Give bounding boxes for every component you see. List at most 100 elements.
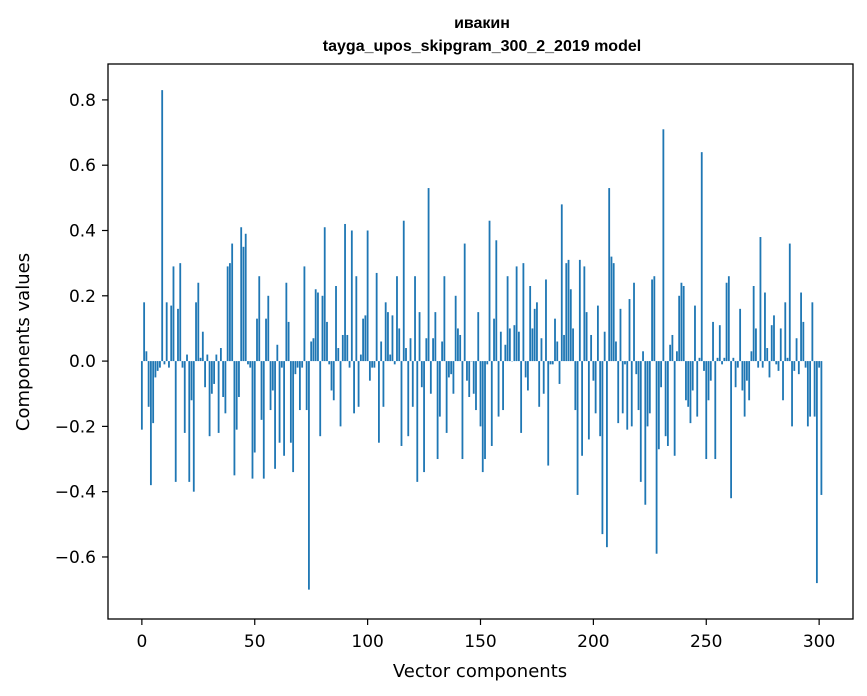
bar-271 — [752, 286, 755, 362]
bar-147 — [472, 361, 475, 394]
bar-197 — [585, 312, 588, 362]
bar-219 — [635, 361, 638, 375]
bar-185 — [558, 361, 561, 384]
bar-194 — [578, 259, 581, 362]
bar-191 — [572, 328, 574, 362]
bar-299 — [815, 361, 818, 584]
y-tick-label: 0.2 — [69, 287, 96, 307]
bar-244 — [691, 361, 694, 391]
bar-260 — [727, 276, 730, 362]
bar-267 — [743, 361, 746, 417]
y-tick-label: 0.8 — [69, 91, 96, 111]
bar-10 — [163, 361, 166, 365]
bar-22 — [190, 361, 193, 401]
bar-173 — [531, 328, 534, 362]
bar-65 — [287, 321, 290, 362]
bar-277 — [766, 348, 769, 362]
bar-60 — [276, 344, 279, 362]
bar-220 — [637, 361, 640, 411]
bar-300 — [818, 361, 821, 368]
bar-291 — [797, 361, 800, 375]
bar-223 — [644, 361, 647, 505]
bar-59 — [274, 361, 276, 469]
bar-282 — [777, 361, 780, 371]
bar-104 — [375, 272, 378, 362]
bar-243 — [689, 361, 692, 424]
bar-198 — [587, 361, 590, 440]
bar-124 — [420, 361, 423, 388]
bar-201 — [594, 361, 597, 414]
bar-274 — [759, 237, 762, 362]
bar-95 — [355, 276, 358, 362]
bar-165 — [513, 325, 516, 362]
y-tick-label: 0.0 — [69, 352, 96, 372]
bar-12 — [168, 361, 170, 368]
bar-50 — [253, 361, 256, 453]
bar-92 — [348, 361, 351, 368]
bar-242 — [687, 361, 690, 407]
bar-28 — [204, 361, 206, 388]
bar-63 — [283, 361, 285, 456]
bar-84 — [330, 361, 333, 391]
bar-178 — [542, 361, 545, 394]
bar-118 — [407, 361, 410, 437]
bar-134 — [443, 276, 446, 362]
bar-35 — [219, 348, 222, 362]
bar-20 — [186, 354, 188, 362]
bar-41 — [233, 361, 236, 476]
bar-71 — [301, 361, 304, 368]
bar-283 — [779, 328, 782, 362]
bar-85 — [332, 361, 335, 401]
bar-127 — [427, 188, 430, 362]
bar-268 — [745, 361, 748, 381]
bar-193 — [576, 361, 579, 495]
bar-228 — [655, 361, 658, 554]
bar-222 — [642, 351, 644, 362]
bar-269 — [748, 361, 751, 401]
bar-190 — [569, 289, 572, 362]
bar-298 — [813, 361, 816, 417]
bar-23 — [192, 361, 195, 492]
bar-19 — [183, 361, 186, 433]
bar-33 — [215, 354, 218, 362]
bar-257 — [721, 361, 723, 365]
bar-230 — [660, 361, 663, 388]
bar-81 — [323, 227, 326, 362]
bar-25 — [197, 282, 200, 362]
bar-103 — [373, 361, 376, 368]
bar-224 — [646, 361, 649, 427]
bar-136 — [447, 361, 450, 378]
bar-15 — [174, 361, 177, 482]
bar-180 — [547, 361, 550, 466]
bar-30 — [208, 361, 211, 437]
bar-265 — [739, 308, 742, 362]
bar-105 — [378, 361, 380, 443]
bar-236 — [673, 361, 676, 456]
bar-273 — [757, 361, 760, 368]
bar-93 — [350, 230, 353, 362]
x-tick-label: 0 — [136, 632, 147, 652]
bar-281 — [775, 361, 778, 365]
bar-142 — [461, 361, 464, 460]
bar-87 — [337, 348, 340, 362]
plot-frame — [107, 63, 854, 620]
bar-82 — [326, 321, 328, 362]
bar-250 — [705, 361, 708, 460]
bar-107 — [382, 361, 385, 407]
bar-221 — [639, 361, 642, 482]
chart-subtitle: tayga_upos_skipgram_300_2_2019 model — [323, 38, 641, 55]
chart-title: ивакин — [454, 15, 510, 32]
bar-49 — [251, 361, 254, 479]
bar-216 — [628, 299, 631, 362]
x-tick-label: 50 — [244, 632, 266, 652]
bar-48 — [249, 361, 252, 368]
bar-246 — [696, 361, 699, 417]
bar-157 — [495, 240, 498, 362]
bar-86 — [335, 286, 337, 362]
bar-227 — [653, 276, 656, 362]
bar-144 — [466, 361, 468, 381]
bar-259 — [725, 282, 728, 362]
bar-113 — [396, 276, 398, 362]
bar-11 — [165, 302, 168, 362]
